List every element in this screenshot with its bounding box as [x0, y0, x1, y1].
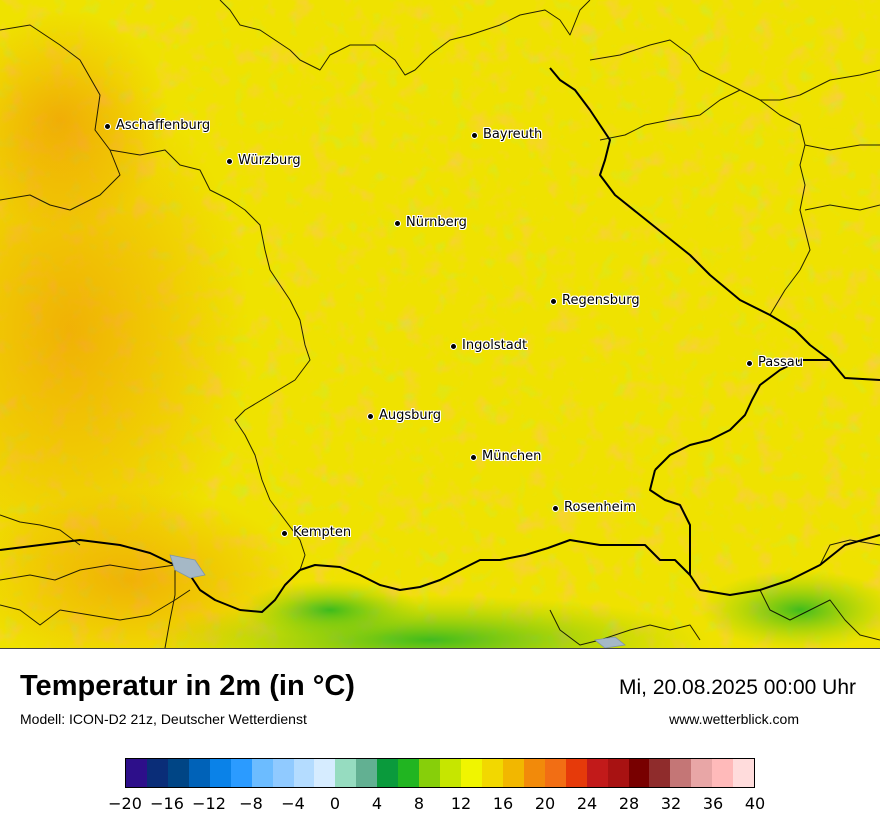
city-label: Aschaffenburg: [116, 118, 211, 133]
city-dot: [471, 132, 478, 139]
legend-swatch: [607, 759, 629, 787]
legend-swatch: [481, 759, 503, 787]
legend-tick-label: 28: [618, 794, 640, 813]
legend-swatch: [146, 759, 168, 787]
legend-tick-label: 20: [534, 794, 556, 813]
legend-tick-label: −8: [239, 794, 263, 813]
legend-tick-label: 24: [576, 794, 598, 813]
color-legend: [125, 758, 755, 788]
city-dot: [550, 298, 557, 305]
legend-swatch: [502, 759, 524, 787]
city-dot: [552, 505, 559, 512]
legend-swatch: [440, 759, 461, 787]
legend-swatch: [712, 759, 734, 787]
legend-swatch: [209, 759, 231, 787]
legend-tick-label: 32: [660, 794, 682, 813]
legend-swatch: [691, 759, 713, 787]
legend-swatch: [628, 759, 650, 787]
lakes: [169, 554, 626, 648]
country-borders: [0, 67, 880, 613]
city-dot: [367, 413, 374, 420]
legend-swatch: [126, 759, 147, 787]
city-dot: [281, 530, 288, 537]
region-borders: [0, 0, 880, 648]
legend-swatch: [230, 759, 252, 787]
map-title: Temperatur in 2m (in °C): [20, 670, 355, 702]
legend-swatch: [251, 759, 273, 787]
city-label: Rosenheim: [564, 500, 636, 515]
legend-swatch: [649, 759, 671, 787]
legend-tick-label: −20: [108, 794, 142, 813]
legend-tick-label: 0: [329, 794, 341, 813]
legend-swatch: [733, 759, 755, 787]
legend-swatch: [356, 759, 378, 787]
legend-swatch: [523, 759, 545, 787]
legend-swatch: [335, 759, 357, 787]
legend-swatch: [586, 759, 608, 787]
city-label: Regensburg: [562, 293, 640, 308]
legend-tick-label: 36: [702, 794, 724, 813]
legend-tick-label: −4: [281, 794, 305, 813]
city-dot: [104, 123, 111, 130]
city-dot: [470, 454, 477, 461]
legend-swatch: [544, 759, 566, 787]
city-dot: [226, 158, 233, 165]
forecast-datetime: Mi, 20.08.2025 00:00 Uhr: [619, 676, 856, 699]
model-info: Modell: ICON-D2 21z, Deutscher Wetterdie…: [20, 711, 307, 727]
legend-swatch: [461, 759, 482, 787]
legend-tick-label: −12: [192, 794, 226, 813]
legend-swatch: [377, 759, 399, 787]
city-label: Augsburg: [379, 408, 442, 423]
city-label: Würzburg: [238, 153, 301, 168]
city-label: Ingolstadt: [462, 338, 528, 353]
city-label: Passau: [758, 355, 803, 370]
legend-swatch: [565, 759, 587, 787]
city-dot: [450, 343, 457, 350]
legend-swatch: [293, 759, 315, 787]
legend-tick-label: 8: [413, 794, 425, 813]
temperature-map: Aschaffenburg Würzburg Bayreuth Nürnberg…: [0, 0, 880, 649]
city-label: München: [482, 449, 542, 464]
city-dot: [746, 360, 753, 367]
website-link[interactable]: www.wetterblick.com: [669, 711, 799, 727]
city-dot: [394, 220, 401, 227]
legend-tick-label: 12: [450, 794, 472, 813]
city-label: Nürnberg: [406, 215, 467, 230]
legend-swatch: [272, 759, 294, 787]
legend-swatch: [419, 759, 441, 787]
legend-swatch: [398, 759, 420, 787]
map-canvas: [0, 0, 880, 648]
legend-swatch: [167, 759, 189, 787]
legend-swatch: [314, 759, 336, 787]
legend-swatch: [188, 759, 210, 787]
legend-tick-label: 40: [744, 794, 766, 813]
city-label: Kempten: [293, 525, 352, 540]
legend-swatch: [670, 759, 692, 787]
legend-tick-label: 16: [492, 794, 514, 813]
city-label: Bayreuth: [483, 127, 543, 142]
legend-tick-label: 4: [371, 794, 383, 813]
legend-tick-label: −16: [150, 794, 184, 813]
